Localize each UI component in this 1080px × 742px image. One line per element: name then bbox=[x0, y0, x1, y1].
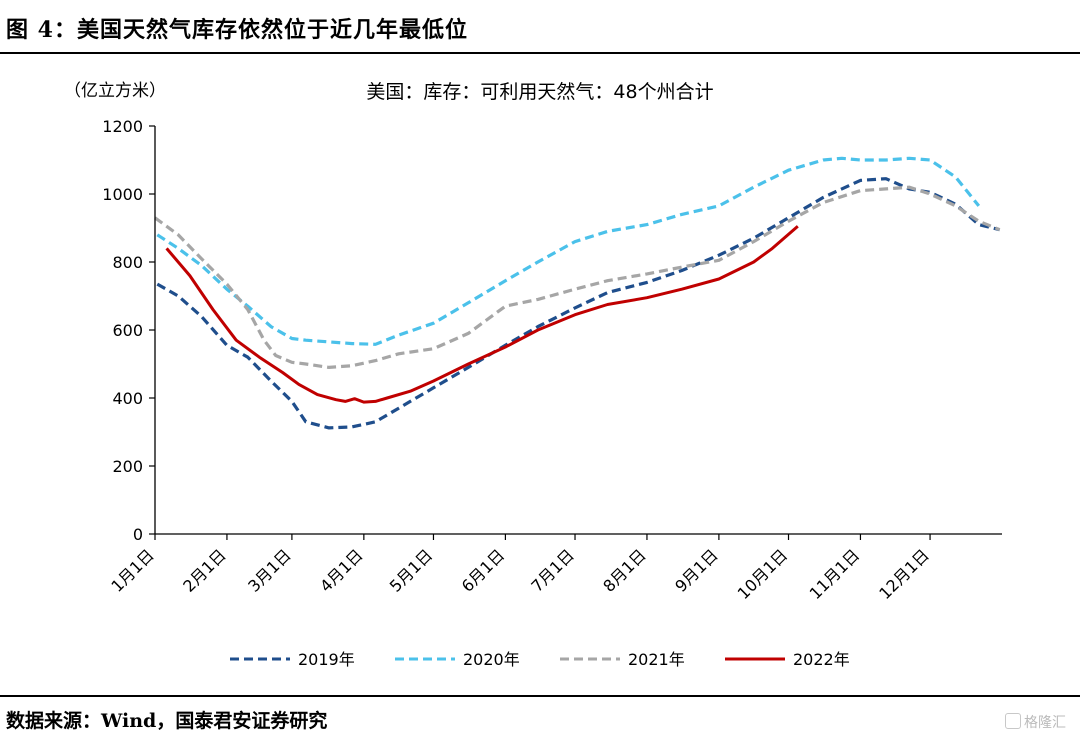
y-tick-label: 800 bbox=[112, 253, 143, 272]
watermark-text: 格隆汇 bbox=[1024, 715, 1066, 731]
x-tick-label: 2月1日 bbox=[179, 545, 229, 595]
chart-title: 美国：库存：可利用天然气：48个州合计 bbox=[366, 81, 713, 103]
legend-label: 2019年 bbox=[298, 650, 355, 669]
y-tick-label: 400 bbox=[112, 389, 143, 408]
x-tick-label: 5月1日 bbox=[386, 545, 436, 595]
x-tick-label: 9月1日 bbox=[671, 545, 721, 595]
bottom-rule bbox=[0, 695, 1080, 697]
x-tick-label: 8月1日 bbox=[599, 545, 649, 595]
y-tick-label: 1200 bbox=[102, 117, 143, 136]
y-tick-label: 0 bbox=[133, 525, 143, 544]
series-line-2020年 bbox=[156, 156, 981, 346]
legend-label: 2021年 bbox=[628, 650, 685, 669]
series-line-2019年 bbox=[156, 177, 1001, 430]
line-chart: （亿立方米） 美国：库存：可利用天然气：48个州合计 0 200 400 600 800… bbox=[64, 81, 1002, 669]
top-rule bbox=[0, 52, 1080, 54]
x-tick-label: 12月1日 bbox=[875, 545, 933, 603]
series-line-2021年 bbox=[154, 185, 1001, 369]
y-tick-label: 600 bbox=[112, 321, 143, 340]
legend-label: 2022年 bbox=[793, 650, 850, 669]
legend-label: 2020年 bbox=[463, 650, 520, 669]
x-tick-label: 7月1日 bbox=[527, 545, 577, 595]
source-note: 数据来源：Wind，国泰君安证券研究 bbox=[6, 710, 328, 732]
legend: 2019年 2020年 2021年 2022年 bbox=[230, 650, 850, 669]
figure-title: 图 4：美国天然气库存依然位于近几年最低位 bbox=[6, 17, 468, 43]
series-line-2022年 bbox=[165, 225, 799, 404]
x-tick-label: 3月1日 bbox=[244, 545, 294, 595]
x-tick-label: 11月1日 bbox=[806, 545, 864, 603]
x-tick-label: 4月1日 bbox=[316, 545, 366, 595]
unit-label: （亿立方米） bbox=[64, 81, 166, 101]
x-tick-label: 1月1日 bbox=[107, 545, 157, 595]
y-axis: 0 200 400 600 800 1000 1200 bbox=[102, 117, 155, 544]
watermark: 格隆汇 bbox=[1005, 712, 1066, 732]
y-tick-label: 200 bbox=[112, 457, 143, 476]
x-axis: 1月1日 2月1日 3月1日 4月1日 5月1日 6月1日 7月1日 8月1日 9月1日 10月1… bbox=[107, 534, 933, 603]
watermark-logo-icon bbox=[1005, 713, 1021, 729]
y-tick-label: 1000 bbox=[102, 185, 143, 204]
series-lines bbox=[154, 156, 1001, 430]
x-tick-label: 6月1日 bbox=[458, 545, 508, 595]
x-tick-label: 10月1日 bbox=[734, 545, 792, 603]
